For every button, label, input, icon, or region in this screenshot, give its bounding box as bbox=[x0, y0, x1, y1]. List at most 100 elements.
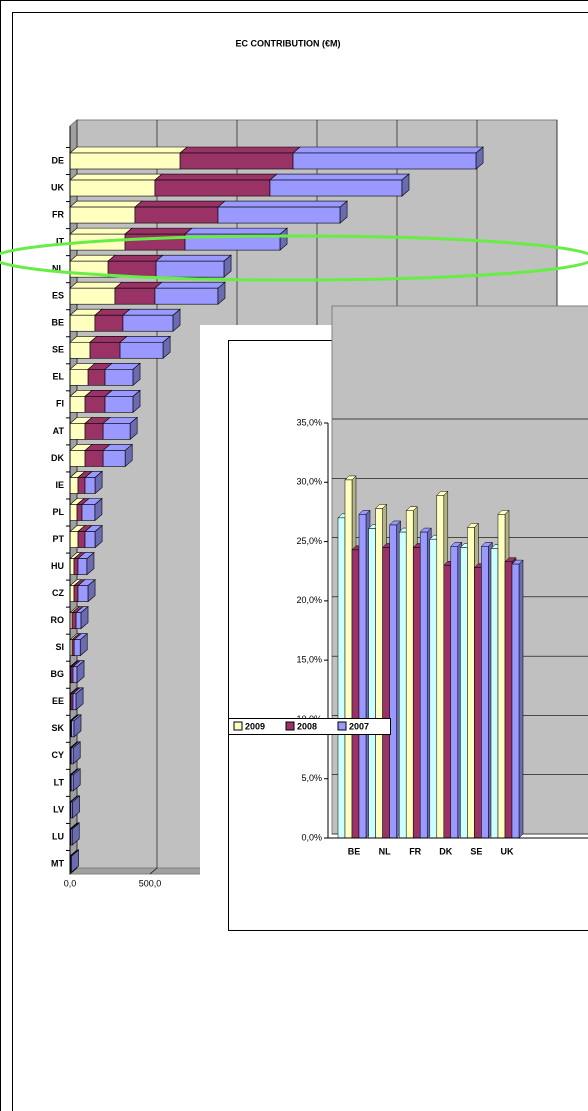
bar bbox=[443, 565, 452, 839]
x-tick-label: DK bbox=[439, 846, 452, 856]
y-tick-label: 20,0% bbox=[296, 595, 322, 605]
bar bbox=[104, 369, 134, 386]
y-tick-label: BE bbox=[51, 318, 64, 328]
bar-side bbox=[223, 254, 232, 278]
y-tick-label: LV bbox=[53, 804, 64, 814]
bar bbox=[71, 639, 75, 656]
bar-side bbox=[75, 687, 84, 711]
y-tick-label: 30,0% bbox=[296, 477, 322, 487]
bar bbox=[77, 558, 88, 575]
bar-side bbox=[72, 768, 81, 792]
highlight-ellipse bbox=[0, 234, 588, 282]
bar-top bbox=[292, 146, 484, 154]
bar bbox=[69, 504, 78, 521]
bar-side bbox=[71, 849, 79, 873]
y-tick-label: CY bbox=[51, 750, 64, 760]
y-tick-label: FI bbox=[56, 399, 64, 409]
y-tick-label: DE bbox=[51, 155, 64, 165]
y-tick-label: 25,0% bbox=[296, 536, 322, 546]
y-tick-label: SK bbox=[51, 723, 64, 733]
bar-side bbox=[129, 416, 138, 441]
legend-label: 2007 bbox=[349, 721, 369, 731]
bar-side bbox=[94, 470, 103, 495]
y-tick-label: EE bbox=[52, 696, 64, 706]
bar bbox=[69, 287, 116, 305]
bar-top bbox=[154, 281, 226, 289]
inset-chart: 0,0%5,0%10,0%15,0%20,0%25,0%30,0%35,0%BE… bbox=[296, 305, 588, 856]
bar-side bbox=[71, 822, 80, 846]
bar bbox=[382, 547, 390, 839]
bar bbox=[154, 287, 219, 305]
bar bbox=[398, 531, 407, 839]
bar-top bbox=[269, 173, 410, 181]
bar bbox=[69, 314, 96, 332]
bar bbox=[89, 341, 121, 359]
bar bbox=[358, 514, 367, 839]
bar bbox=[69, 369, 89, 386]
bar-side bbox=[401, 173, 410, 197]
bar bbox=[75, 612, 82, 629]
y-tick-label: 0,0% bbox=[301, 832, 322, 842]
y-tick-label: 5,0% bbox=[301, 773, 322, 783]
bar bbox=[72, 666, 78, 684]
bar bbox=[474, 567, 482, 839]
bar bbox=[77, 531, 86, 548]
bar bbox=[504, 561, 513, 839]
y-tick-label: HU bbox=[51, 561, 64, 571]
legend-box bbox=[228, 718, 391, 735]
bar bbox=[154, 179, 271, 197]
bar bbox=[429, 538, 438, 839]
bar-side bbox=[172, 308, 181, 332]
chart-title: EC CONTRIBUTION (€M) bbox=[236, 38, 341, 48]
bar bbox=[84, 477, 96, 494]
bar-side bbox=[279, 227, 288, 251]
bar bbox=[69, 450, 86, 467]
bar-side bbox=[162, 335, 171, 359]
y-tick-label: RO bbox=[51, 615, 65, 625]
bar bbox=[84, 396, 106, 413]
legend-swatch bbox=[285, 721, 295, 731]
grid-line bbox=[149, 120, 158, 875]
bar-side bbox=[475, 146, 484, 170]
bar-top bbox=[119, 335, 171, 343]
bar bbox=[70, 693, 74, 711]
bar bbox=[72, 693, 77, 711]
bar bbox=[69, 206, 136, 224]
bar bbox=[344, 479, 353, 839]
bar bbox=[77, 477, 86, 494]
y-tick-label: LU bbox=[52, 831, 64, 841]
bar bbox=[490, 548, 499, 839]
bar bbox=[134, 206, 219, 224]
bar-top bbox=[69, 146, 188, 154]
bar bbox=[84, 423, 104, 440]
bar bbox=[511, 563, 520, 839]
bar bbox=[269, 179, 403, 197]
bar bbox=[405, 510, 414, 839]
bar bbox=[375, 508, 383, 839]
legend: 2009 2008 2007 bbox=[228, 718, 391, 735]
bar-side bbox=[132, 389, 141, 413]
bar bbox=[70, 666, 74, 684]
bar bbox=[84, 450, 104, 467]
legend-swatch bbox=[337, 721, 347, 731]
y-tick-label: SE bbox=[52, 345, 64, 355]
bar bbox=[337, 517, 346, 839]
y-tick-label: EL bbox=[52, 372, 64, 382]
bar bbox=[77, 585, 89, 602]
y-tick-label: SI bbox=[55, 642, 64, 652]
bar bbox=[69, 396, 86, 413]
bar-side bbox=[72, 795, 80, 819]
bar-top bbox=[179, 146, 301, 154]
bar bbox=[73, 639, 81, 656]
bar bbox=[71, 612, 77, 629]
bar-side bbox=[79, 633, 88, 657]
bar-top bbox=[69, 254, 116, 262]
y-tick-label: UK bbox=[51, 182, 64, 192]
x-tick-label: 500,0 bbox=[139, 878, 162, 888]
bar bbox=[368, 528, 376, 839]
legend-label: 2008 bbox=[297, 721, 317, 731]
y-tick-label: DK bbox=[51, 453, 64, 463]
bar bbox=[71, 720, 75, 738]
x-tick-label: UK bbox=[501, 846, 514, 856]
